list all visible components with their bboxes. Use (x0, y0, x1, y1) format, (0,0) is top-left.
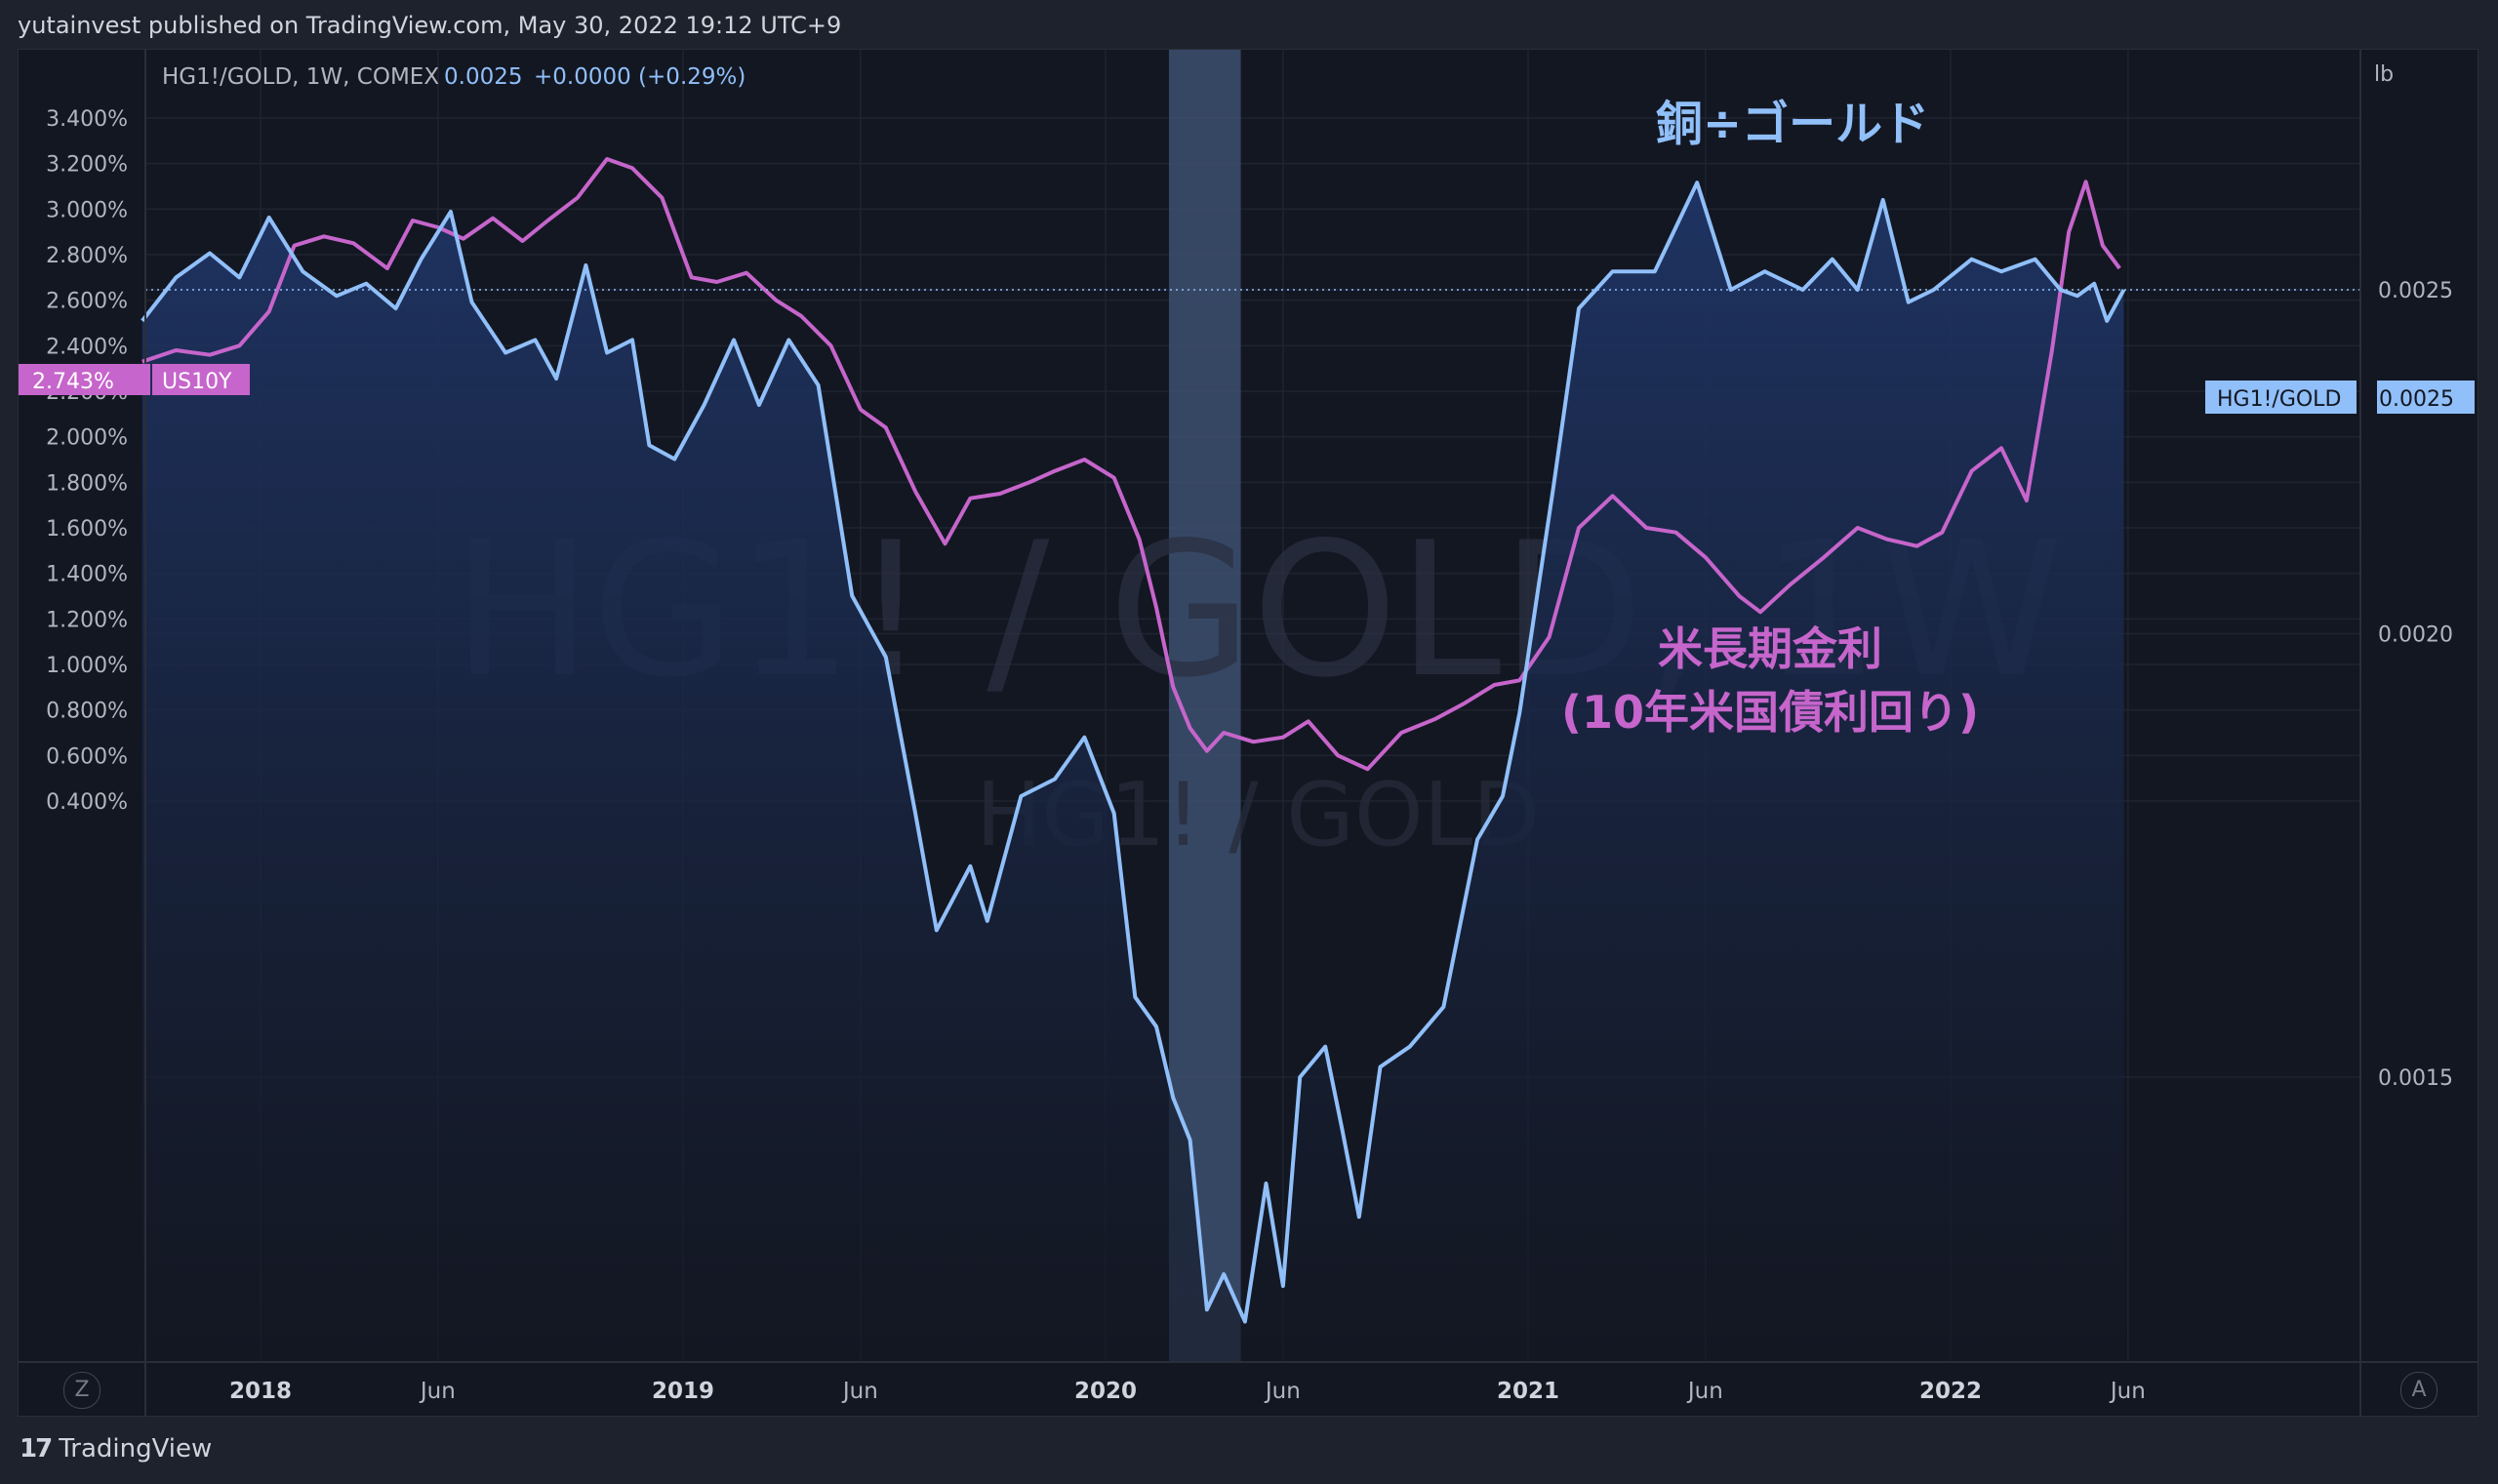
chart-svg[interactable]: HG1! / GOLD, 1W HG1! / GOLD 3.400%3.200%… (19, 50, 2478, 1417)
time-tick-label: 2021 (1497, 1379, 1559, 1404)
right-tick-label: 0.0025 (2378, 279, 2453, 303)
us10y-price-tag: 2.743% US10Y (19, 364, 250, 395)
left-tick-label: 2.600% (46, 290, 128, 314)
ratio-tag-name: HG1!/GOLD (2217, 387, 2341, 412)
left-tick-label: 1.600% (46, 517, 128, 541)
time-tick-label: Jun (841, 1379, 878, 1404)
left-tick-label: 1.000% (46, 654, 128, 678)
left-tick-label: 3.000% (46, 198, 128, 222)
time-tick-label: 2020 (1074, 1379, 1137, 1404)
ratio-line[interactable] (141, 180, 2126, 1324)
footer-brand: TradingView (59, 1434, 213, 1464)
ratio-area-fill (141, 182, 2124, 1363)
right-tick-label: 0.0020 (2378, 623, 2453, 648)
left-tick-label: 0.800% (46, 700, 128, 724)
time-tick-label: Jun (1264, 1379, 1301, 1404)
time-tick-label: Jun (419, 1379, 456, 1404)
time-axis-ticks: 2018 Jun 2019 Jun 2020 Jun 2021 Jun 2022 Jun (229, 1379, 2146, 1404)
time-tick-label: Jun (2109, 1379, 2146, 1404)
right-tick-label: 0.0015 (2378, 1066, 2453, 1091)
time-tick-label: Jun (1686, 1379, 1723, 1404)
left-tick-label: 2.400% (46, 335, 128, 359)
left-tick-label: 3.400% (46, 107, 128, 132)
annotation-copper-gold: 銅÷ゴールド (1656, 97, 1929, 151)
time-tick-label: 2022 (1919, 1379, 1982, 1404)
right-axis-unit: lb (2374, 62, 2394, 87)
chart-frame[interactable]: HG1! / GOLD, 1W HG1! / GOLD 3.400% 3.200%… (18, 49, 2478, 1417)
us10y-tag-name: US10Y (162, 370, 232, 394)
left-tick-label: 2.800% (46, 244, 128, 268)
ratio-price-tag: HG1!/GOLD 0.0025 (2205, 381, 2475, 414)
footer: 17 TradingView (20, 1434, 212, 1464)
tradingview-logo-icon: 17 (20, 1434, 53, 1464)
left-tick-label: 0.400% (46, 790, 128, 815)
time-tick-label: 2018 (229, 1379, 292, 1404)
left-axis-ticks: 3.400%3.200%3.000%2.800%2.600%2.400%2.20… (46, 107, 128, 815)
us10y-line[interactable] (141, 157, 2121, 772)
us10y-tag-value: 2.743% (32, 370, 114, 394)
axis-z-button[interactable]: Z (63, 1372, 101, 1409)
annotation-yield-line1: 米長期金利 (1658, 622, 1882, 675)
right-axis-ticks: 0.0025 0.0020 0.0015 (2378, 279, 2453, 1091)
legend-change: +0.0000 (+0.29%) (534, 64, 745, 90)
left-tick-label: 2.000% (46, 426, 128, 451)
left-tick-label: 1.400% (46, 563, 128, 587)
left-tick-label: 1.800% (46, 471, 128, 496)
time-tick-label: 2019 (652, 1379, 714, 1404)
left-tick-label: 1.200% (46, 608, 128, 632)
ratio-tag-value: 0.0025 (2379, 387, 2454, 412)
annotation-yield-line2: (10年米国債利回り) (1561, 686, 1979, 739)
left-tick-label: 0.600% (46, 744, 128, 769)
left-tick-label: 3.200% (46, 153, 128, 178)
axis-a-button[interactable]: A (2400, 1372, 2438, 1409)
legend-symbol[interactable]: HG1!/GOLD, 1W, COMEX (162, 64, 439, 90)
published-header: yutainvest published on TradingView.com,… (18, 12, 842, 39)
legend-value: 0.0025 (444, 64, 522, 90)
